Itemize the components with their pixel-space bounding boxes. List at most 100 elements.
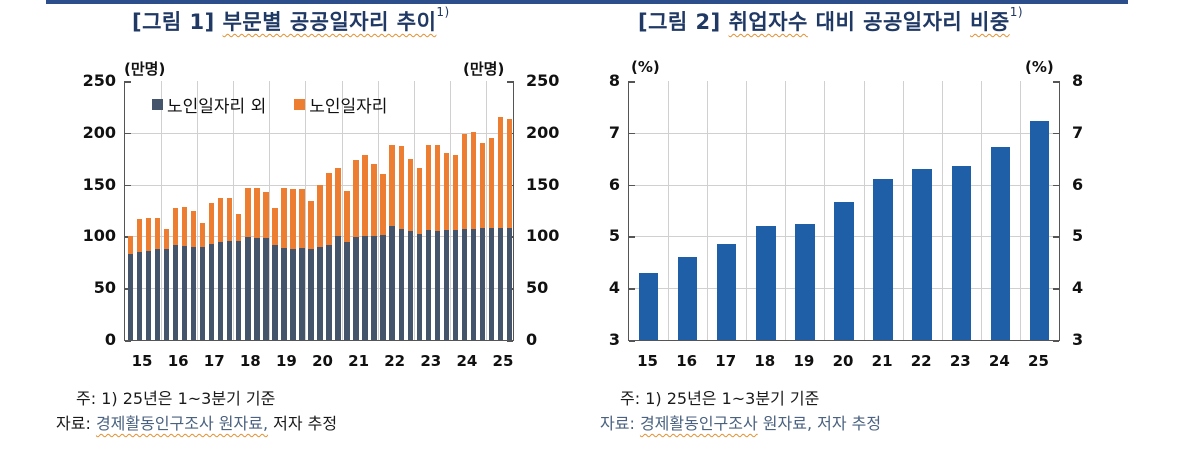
fig2-unit-left: (%) <box>631 58 660 76</box>
fig2-source-extra: 원자료, 저자 추정 <box>762 414 882 433</box>
v-gridline <box>746 81 748 340</box>
x-tick-label: 23 <box>420 352 442 370</box>
bar-senior <box>461 133 468 230</box>
y-tick-mark <box>1053 184 1059 187</box>
bar-senior <box>380 174 386 236</box>
y-tick-label-left: 3 <box>608 330 620 349</box>
bar-senior <box>209 203 215 244</box>
x-tick-label: 23 <box>949 352 971 370</box>
y-tick-label-left: 8 <box>608 71 620 90</box>
y-tick-mark <box>629 132 635 135</box>
v-gridline <box>902 81 904 340</box>
x-tick-label: 18 <box>754 352 776 370</box>
bar-senior <box>326 173 332 245</box>
bar-senior <box>254 187 260 239</box>
legend-swatch-senior <box>294 99 306 110</box>
bar-senior <box>344 190 350 242</box>
v-gridline <box>449 81 451 340</box>
bar-senior <box>218 198 224 242</box>
y-tick-mark <box>1053 81 1059 83</box>
bar-non-senior <box>497 228 504 340</box>
bar-share <box>677 257 698 340</box>
legend-swatch-non-senior <box>152 99 163 110</box>
legend-label-non-senior: 노인일자리 외 <box>167 97 267 117</box>
fig1-source-text: 경제활동인구조사 원자료, <box>95 414 269 433</box>
bar-non-senior <box>154 248 161 340</box>
v-gridline <box>707 81 709 340</box>
fig1-title-prefix: [그림 1] <box>132 10 215 34</box>
fig1-note: 주: 1) 25년은 1~3분기 기준 <box>76 389 276 408</box>
fig1-source-extra: 저자 추정 <box>273 414 338 433</box>
bar-senior <box>443 152 450 231</box>
y-tick-mark <box>629 184 635 187</box>
bar-senior <box>470 131 477 230</box>
bar-senior <box>245 187 251 238</box>
x-tick-label: 25 <box>1028 352 1049 370</box>
y-tick-label-left: 50 <box>93 278 116 298</box>
y-tick-label-left: 7 <box>608 122 620 142</box>
bar-non-senior <box>389 226 395 340</box>
bar-senior <box>154 217 161 249</box>
bar-non-senior <box>443 230 450 340</box>
y-tick-mark <box>125 184 131 187</box>
bar-senior <box>317 184 323 247</box>
bar-non-senior <box>335 236 341 340</box>
fig1-title-sup: 1) <box>436 5 450 19</box>
bar-non-senior <box>470 229 477 340</box>
bar-non-senior <box>145 250 152 340</box>
bar-senior <box>371 163 377 237</box>
y-tick-label-left: 0 <box>104 330 116 349</box>
bar-share <box>834 201 854 340</box>
bar-share <box>716 244 737 340</box>
x-tick-label: 21 <box>871 352 893 370</box>
y-tick-mark <box>629 288 635 290</box>
y-tick-label-right: 100 <box>526 226 560 246</box>
y-tick-label-right: 3 <box>1072 330 1084 349</box>
bar-non-senior <box>452 230 459 340</box>
v-gridline <box>305 81 307 340</box>
bar-senior <box>190 210 197 247</box>
x-tick-label: 15 <box>637 352 658 370</box>
bar-share <box>756 226 776 340</box>
x-tick-label: 19 <box>793 352 815 370</box>
y-tick-label-right: 5 <box>1072 226 1084 246</box>
fig2-title: [그림 2] 취업자수 대비 공공일자리 비중1) <box>638 5 1023 36</box>
x-tick-label: 24 <box>988 352 1010 370</box>
bar-senior <box>272 208 278 245</box>
y-tick-label-right: 8 <box>1072 71 1084 90</box>
v-gridline <box>233 81 235 340</box>
x-tick-label: 17 <box>715 352 737 370</box>
x-tick-label: 22 <box>384 352 406 370</box>
bar-senior <box>389 145 395 227</box>
bar-senior <box>127 236 134 255</box>
fig2-source-text: 경제활동인구조사 <box>639 414 758 433</box>
bar-non-senior <box>380 235 386 340</box>
y-tick-mark <box>629 81 635 83</box>
y-tick-mark <box>507 340 513 342</box>
x-tick-label: 21 <box>348 352 370 370</box>
bar-non-senior <box>398 229 404 340</box>
h-gridline <box>125 132 513 134</box>
y-tick-mark <box>1053 288 1059 290</box>
x-tick-label: 17 <box>203 352 225 370</box>
y-tick-mark <box>125 132 131 135</box>
bar-senior <box>163 229 170 249</box>
bar-senior <box>308 201 314 249</box>
v-gridline <box>824 81 826 340</box>
bar-non-senior <box>245 237 251 340</box>
y-tick-label-right: 150 <box>526 174 560 194</box>
bar-share <box>912 168 932 340</box>
fig2-title-text-c: 비중 <box>970 10 1010 34</box>
fig2-title-text-a: 취업자수 <box>728 10 808 34</box>
bar-senior <box>434 145 440 232</box>
bar-non-senior <box>272 244 278 340</box>
y-tick-mark <box>1053 340 1059 342</box>
fig2-unit-right: (%) <box>1025 58 1054 76</box>
y-tick-label-left: 5 <box>608 226 620 246</box>
fig1-source: 자료: 경제활동인구조사 원자료, 저자 추정 <box>56 410 337 434</box>
h-gridline <box>629 132 1059 134</box>
bar-non-senior <box>344 241 350 340</box>
bar-non-senior <box>136 251 143 340</box>
bar-non-senior <box>479 228 486 340</box>
bar-non-senior <box>434 231 440 340</box>
